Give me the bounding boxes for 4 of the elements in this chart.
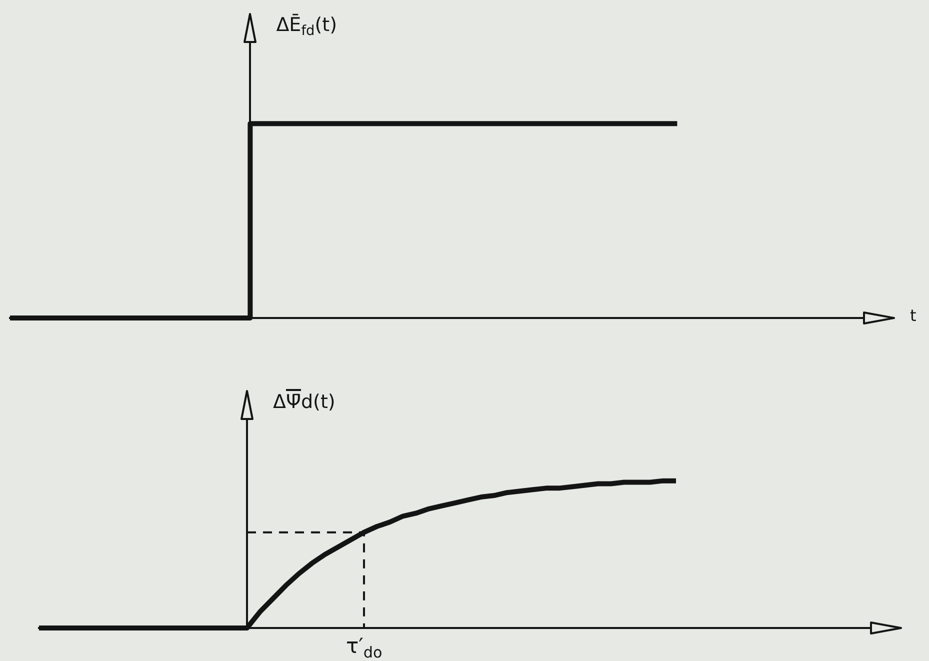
y-axis-title: ΔΨ̄d(t) <box>273 391 336 414</box>
x-axis-title: t <box>910 306 916 326</box>
y-axis-title: ΔĒ$_{fd}$(t) <box>276 14 337 40</box>
text: τ′$_{do}$ <box>346 634 382 661</box>
